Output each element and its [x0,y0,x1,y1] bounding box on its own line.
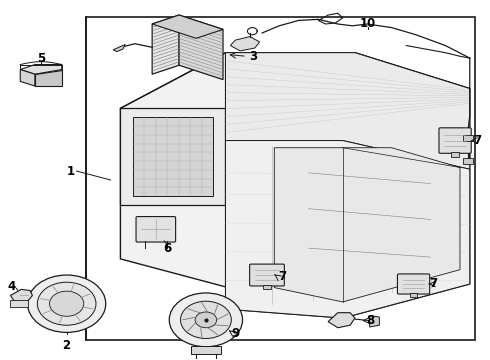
Bar [263,285,271,289]
Bar [86,17,475,339]
Polygon shape [179,15,223,80]
Polygon shape [230,37,260,51]
Bar [463,135,473,140]
Polygon shape [152,15,223,39]
FancyBboxPatch shape [397,274,430,294]
Circle shape [49,291,84,316]
FancyBboxPatch shape [136,217,175,242]
Polygon shape [20,64,62,74]
Text: 4: 4 [7,280,16,293]
Circle shape [27,275,106,332]
Text: 5: 5 [37,51,45,64]
FancyBboxPatch shape [249,264,284,286]
Text: 7: 7 [278,270,286,283]
Circle shape [180,301,231,338]
Text: 1: 1 [67,165,75,177]
Text: 9: 9 [231,327,240,340]
Bar [410,293,417,297]
Text: 6: 6 [164,242,172,255]
Polygon shape [369,316,379,327]
Circle shape [37,282,96,325]
Polygon shape [113,44,125,51]
Polygon shape [152,15,179,74]
Text: 7: 7 [474,134,482,147]
Polygon shape [20,69,35,86]
Circle shape [195,312,217,328]
Polygon shape [133,117,213,196]
Polygon shape [328,313,355,328]
Text: 2: 2 [63,338,71,351]
Circle shape [169,293,243,347]
Polygon shape [121,108,225,205]
Bar [463,158,473,164]
Text: 7: 7 [430,278,438,291]
Polygon shape [274,148,460,302]
Text: 10: 10 [360,17,376,30]
Bar [451,152,459,157]
Bar [191,346,220,354]
Polygon shape [225,140,470,318]
Polygon shape [225,53,470,169]
FancyBboxPatch shape [439,128,471,153]
Text: 8: 8 [366,314,374,327]
Text: 3: 3 [249,50,257,63]
Polygon shape [10,300,27,307]
Polygon shape [121,53,470,318]
Polygon shape [35,69,62,86]
Polygon shape [10,289,32,303]
